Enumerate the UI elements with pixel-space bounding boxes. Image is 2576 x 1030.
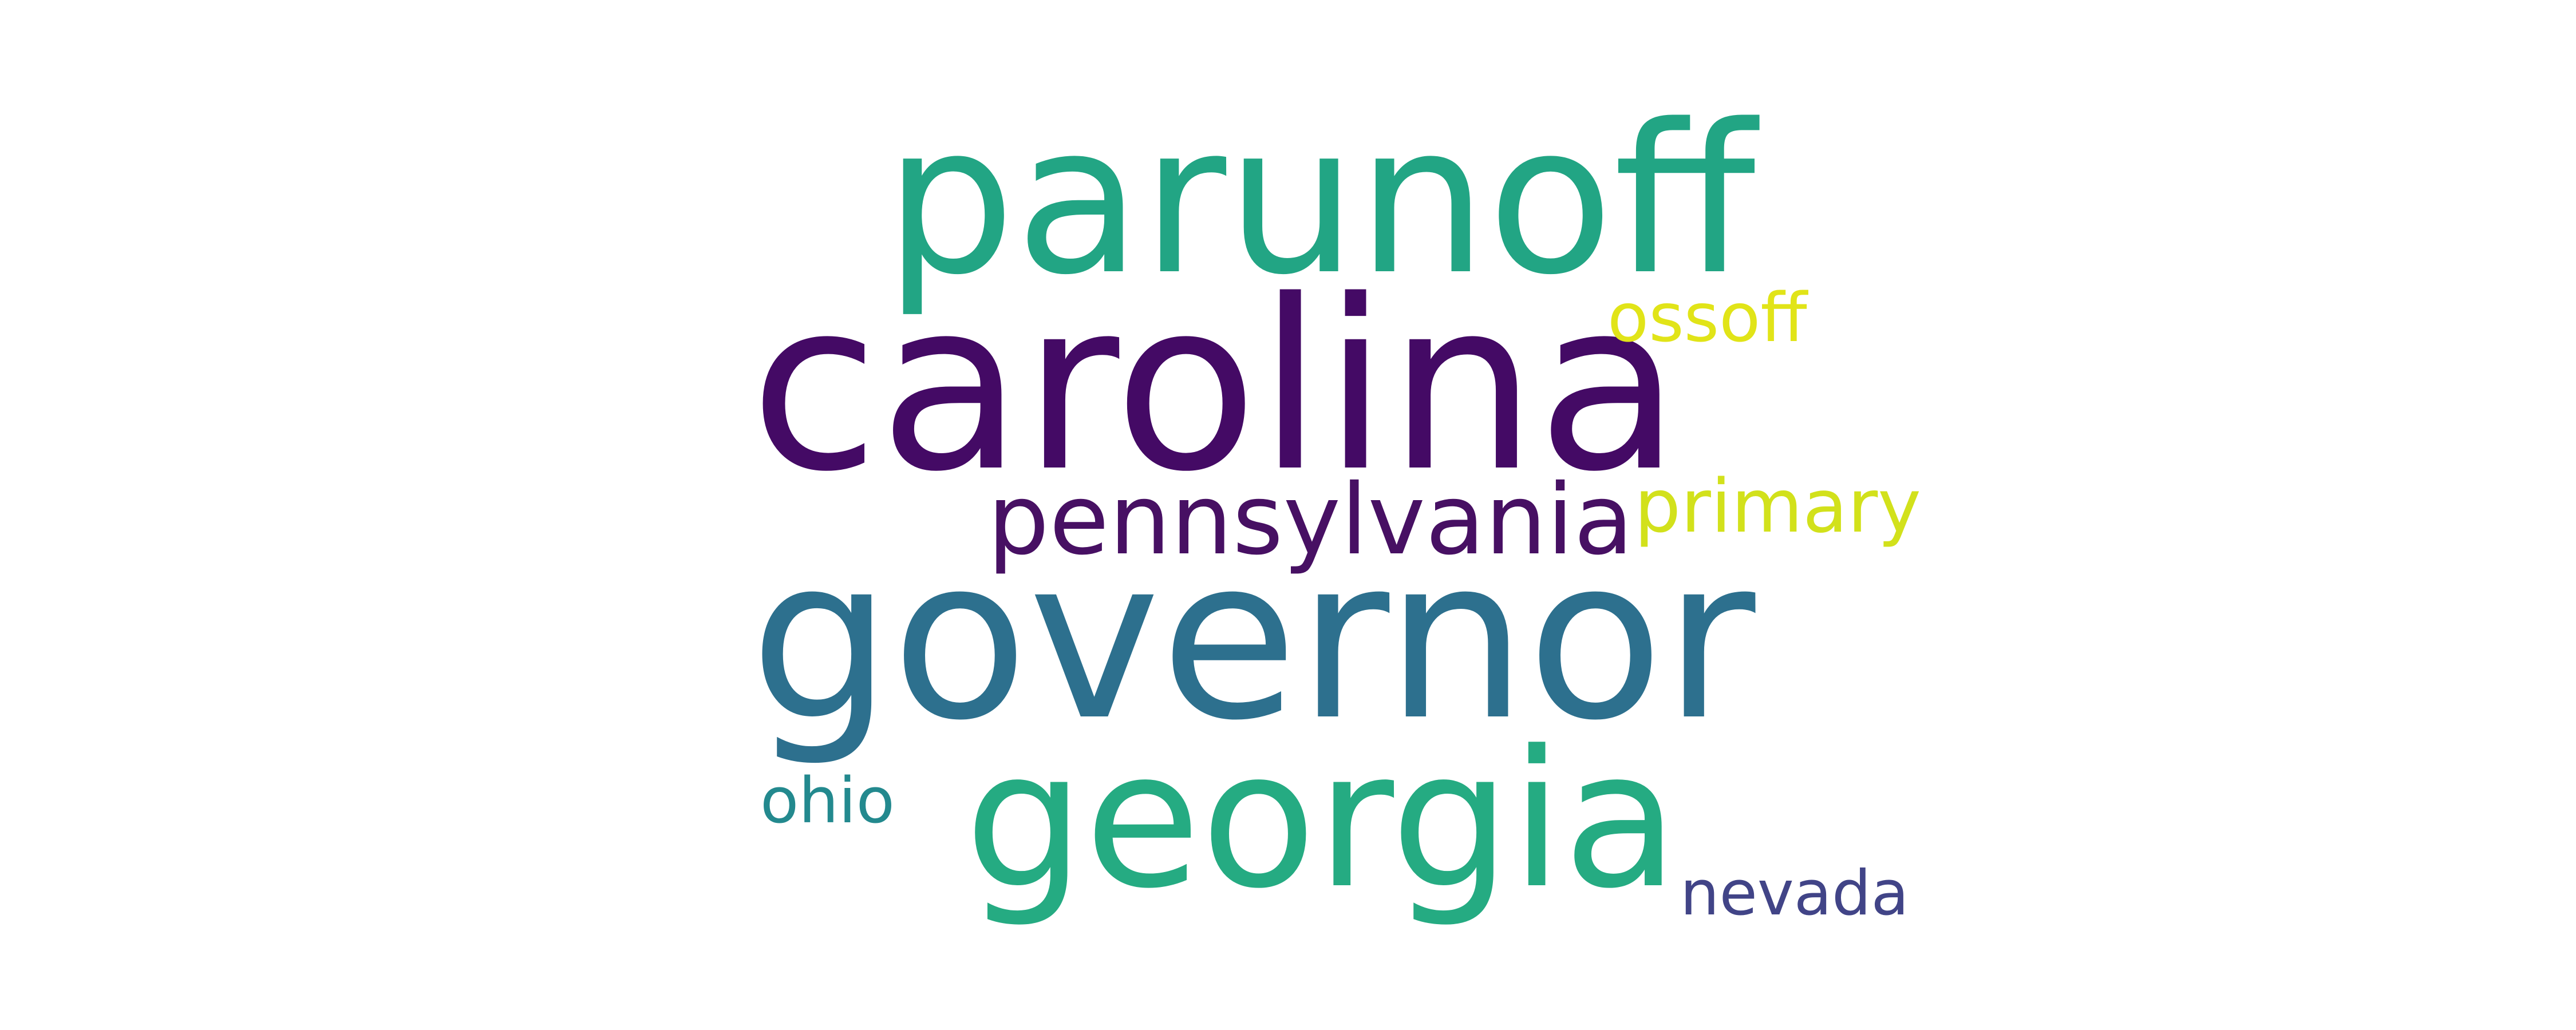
- word-pennsylvania: pennsylvania: [987, 464, 1634, 577]
- word-governor: governor: [750, 509, 1756, 769]
- word-ohio: ohio: [760, 764, 895, 837]
- word-georgia: georgia: [965, 710, 1679, 930]
- word-ossoff: ossoff: [1607, 278, 1807, 357]
- word-parunoff: parunoff: [884, 80, 1756, 320]
- word-nevada: nevada: [1680, 858, 1909, 929]
- word-primary: primary: [1634, 464, 1921, 549]
- word-carolina: carolina: [750, 249, 1681, 523]
